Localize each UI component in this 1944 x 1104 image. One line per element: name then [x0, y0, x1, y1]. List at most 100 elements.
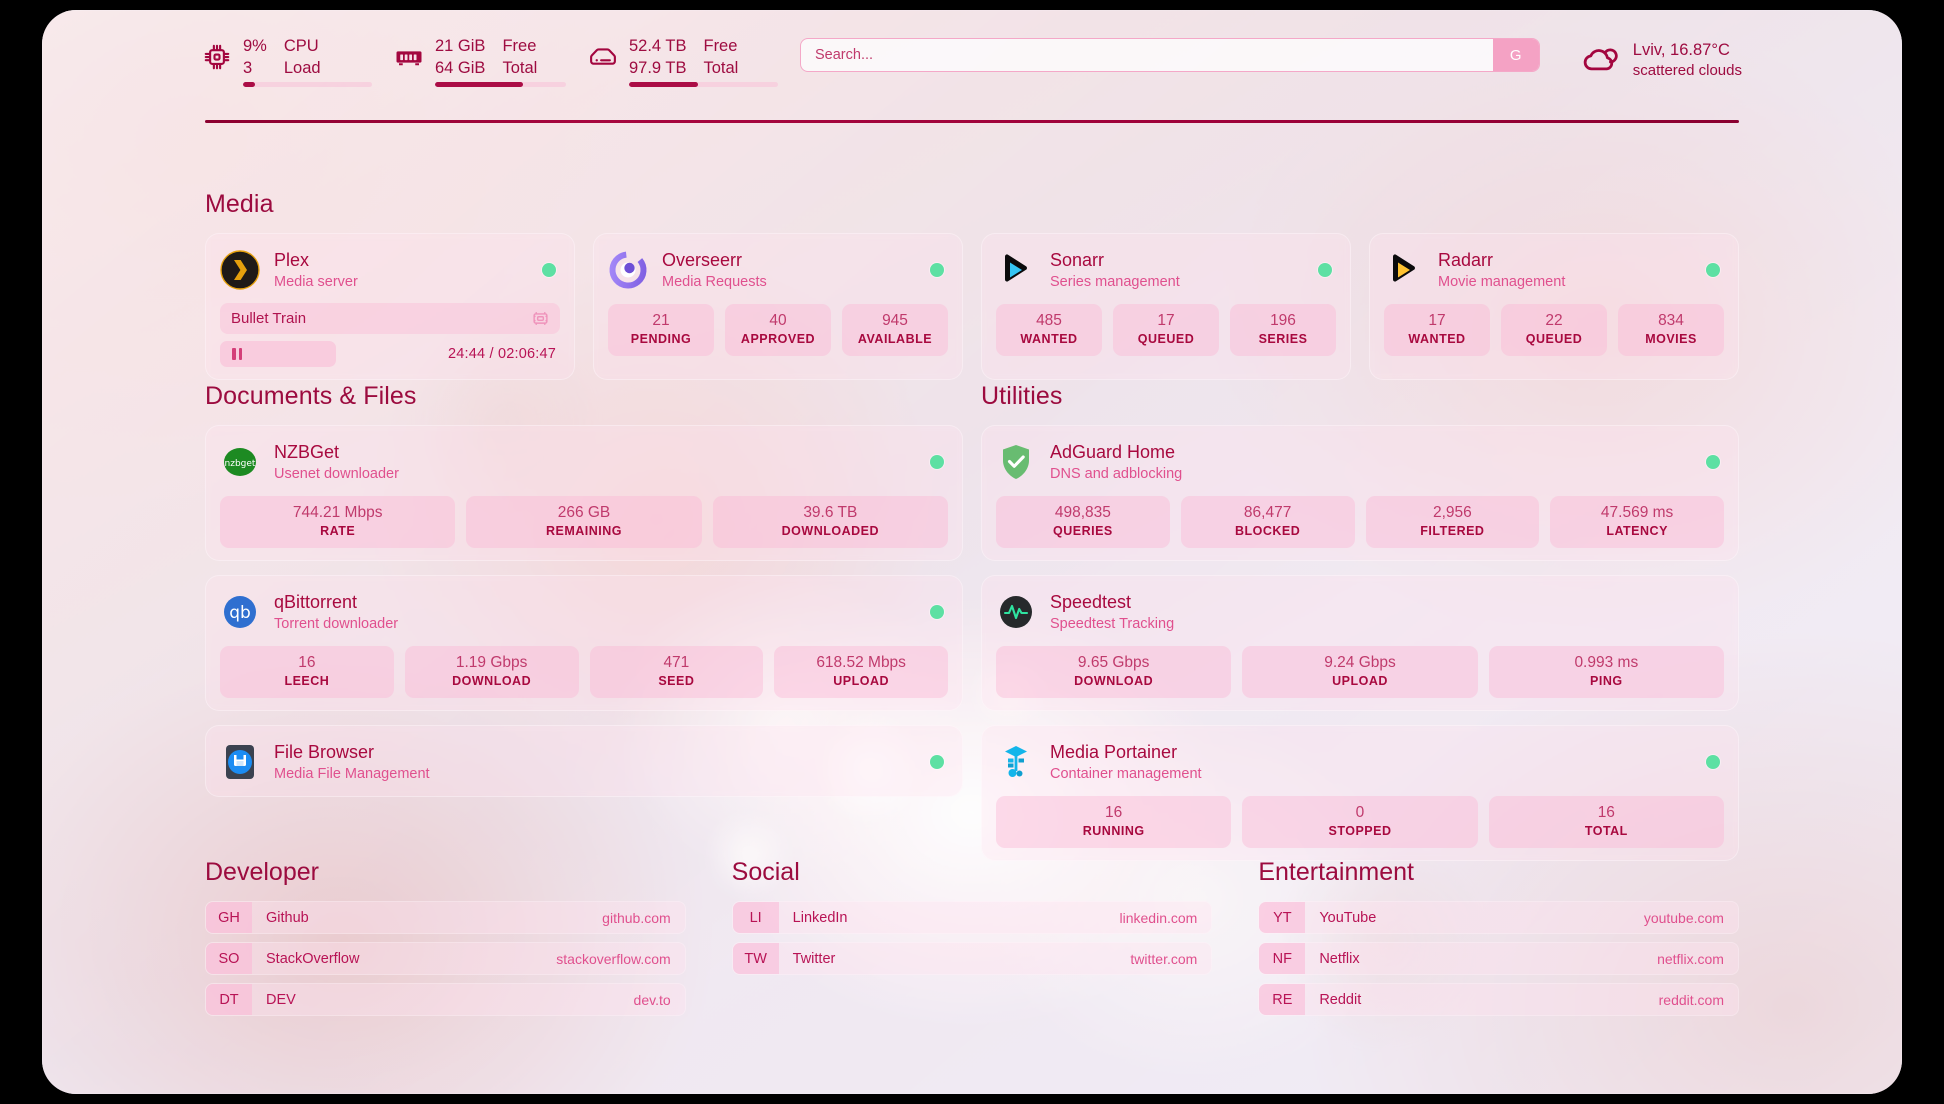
stat-tile: 744.21 Mbps RATE	[220, 496, 456, 548]
bookmark-item-netflix[interactable]: NF Netflix netflix.com	[1258, 942, 1739, 975]
stat-value: 9.65 Gbps	[1077, 654, 1150, 671]
status-indicator-online	[930, 755, 944, 769]
section-utilities: Utilities AdGuard Home	[981, 382, 1739, 861]
service-name: File Browser	[274, 741, 375, 762]
status-indicator-online	[930, 263, 944, 277]
stat-value: 834	[1658, 312, 1684, 329]
stat-tile: 196 SERIES	[1230, 304, 1336, 356]
section-title-utilities: Utilities	[981, 382, 1063, 410]
stat-tile: 498,835 QUERIES	[996, 496, 1170, 548]
service-card-nzbget[interactable]: nzbget NZBGet Usenet downloader 74	[205, 425, 963, 561]
service-name: Plex	[274, 249, 310, 270]
service-card-media-portainer[interactable]: Media Portainer Container management 16 …	[981, 725, 1739, 861]
bookmarks-region: Developer GH Github github.com SO StackO…	[205, 858, 1739, 1016]
section-media: Media Plex Media server	[205, 190, 1739, 380]
disk-icon	[588, 42, 618, 72]
search-input[interactable]	[801, 39, 1493, 71]
bookmark-name: Twitter	[792, 950, 836, 967]
stat-label: PING	[1590, 674, 1623, 688]
cpu-label-2: Load	[283, 59, 321, 77]
stat-label: SEED	[658, 674, 695, 688]
status-indicator-online	[1706, 755, 1720, 769]
service-name: AdGuard Home	[1050, 441, 1176, 462]
bookmark-abbr: LI	[732, 902, 779, 933]
stat-value: 0.993 ms	[1574, 654, 1639, 671]
bookmark-name: Reddit	[1319, 991, 1362, 1008]
bookmark-item-linkedin[interactable]: LI LinkedIn linkedin.com	[731, 901, 1213, 934]
stat-tile: 0.993 ms PING	[1488, 646, 1724, 698]
bookmark-url: stackoverflow.com	[556, 950, 671, 967]
stat-value: 17	[1157, 312, 1175, 329]
cpu-value-1: 9%	[243, 37, 267, 55]
stat-value: 266 GB	[557, 504, 611, 521]
stat-tile: 2,956 FILTERED	[1365, 496, 1540, 548]
bookmark-group-title: Developer	[205, 858, 319, 886]
cpu-icon	[202, 42, 232, 72]
stat-label: WANTED	[1408, 332, 1466, 346]
stat-value: 744.21 Mbps	[292, 504, 383, 521]
service-card-sonarr[interactable]: Sonarr Series management 485 WANTED 17 Q…	[981, 233, 1351, 380]
service-card-adguard-home[interactable]: AdGuard Home DNS and adblocking 498,835 …	[981, 425, 1739, 561]
bookmark-item-dev[interactable]: DT DEV dev.to	[205, 983, 686, 1016]
search-box[interactable]: G	[800, 38, 1540, 72]
bookmark-item-github[interactable]: GH Github github.com	[205, 901, 686, 934]
weather-widget: Lviv, 16.87°C scattered clouds	[1578, 36, 1742, 81]
bookmark-name: StackOverflow	[266, 950, 360, 967]
service-name: Sonarr	[1050, 249, 1105, 270]
stat-value: 485	[1036, 312, 1062, 329]
service-name: Radarr	[1438, 249, 1494, 270]
disk-value-2: 97.9 TB	[629, 59, 687, 77]
service-name: NZBGet	[274, 441, 340, 462]
disk-label-2: Total	[703, 59, 739, 77]
bookmark-abbr: RE	[1259, 984, 1306, 1015]
stat-tile: 0 STOPPED	[1242, 796, 1478, 848]
service-card-speedtest[interactable]: Speedtest Speedtest Tracking 9.65 Gbps D…	[981, 575, 1739, 711]
playback-controls: 24:44 / 02:06:47	[220, 341, 560, 367]
memory-icon	[394, 42, 424, 72]
now-playing-title: Bullet Train	[231, 310, 307, 327]
stat-tile: 1.19 Gbps DOWNLOAD	[404, 646, 579, 698]
bookmark-name: DEV	[266, 991, 296, 1008]
radarr-icon	[1384, 250, 1424, 290]
stat-value: 1.19 Gbps	[455, 654, 528, 671]
stat-label: RATE	[320, 524, 356, 538]
weather-description: scattered clouds	[1632, 62, 1742, 79]
bookmark-group-title: Entertainment	[1258, 858, 1414, 886]
stat-value: 2,956	[1432, 504, 1472, 521]
status-indicator-online	[542, 263, 556, 277]
bookmark-url: github.com	[602, 909, 671, 926]
bookmark-item-twitter[interactable]: TW Twitter twitter.com	[731, 942, 1213, 975]
search-submit-button[interactable]: G	[1492, 39, 1539, 71]
stat-label: MOVIES	[1645, 332, 1697, 346]
bookmark-group-entertainment: Entertainment YT YouTube youtube.com NF …	[1258, 858, 1739, 1016]
stat-label: DOWNLOAD	[452, 674, 532, 688]
stat-tile: 16 RUNNING	[996, 796, 1232, 848]
memory-label-2: Total	[502, 59, 538, 77]
section-documents: Documents & Files nzbget NZBGet	[205, 382, 963, 861]
pause-icon	[232, 348, 242, 360]
stat-value: 47.569 ms	[1600, 504, 1674, 521]
stat-tile: 9.65 Gbps DOWNLOAD	[996, 646, 1232, 698]
service-name: Overseerr	[662, 249, 743, 270]
stat-value: 16	[298, 654, 316, 671]
stat-label: APPROVED	[740, 332, 816, 346]
pause-button[interactable]	[220, 341, 336, 367]
stat-tile: 40 APPROVED	[725, 304, 831, 356]
stat-value: 9.24 Gbps	[1324, 654, 1396, 671]
service-subtitle: Speedtest Tracking	[1050, 615, 1175, 632]
service-card-radarr[interactable]: Radarr Movie management 17 WANTED 22 QUE…	[1369, 233, 1739, 380]
svg-text:nzbget: nzbget	[225, 459, 256, 469]
bookmark-item-stackoverflow[interactable]: SO StackOverflow stackoverflow.com	[205, 942, 686, 975]
service-card-file-browser[interactable]: File Browser Media File Management	[205, 725, 963, 797]
stat-value: 945	[882, 312, 908, 329]
stat-tile: 834 MOVIES	[1618, 304, 1724, 356]
bookmark-item-reddit[interactable]: RE Reddit reddit.com	[1258, 983, 1739, 1016]
service-card-plex[interactable]: Plex Media server Bullet Train	[205, 233, 575, 380]
bookmark-item-youtube[interactable]: YT YouTube youtube.com	[1258, 901, 1739, 934]
nzbget-icon: nzbget	[220, 442, 260, 482]
service-subtitle: Usenet downloader	[274, 465, 399, 482]
disk-value-1: 52.4 TB	[629, 37, 687, 55]
stat-tile: 9.24 Gbps UPLOAD	[1242, 646, 1478, 698]
service-card-overseerr[interactable]: Overseerr Media Requests 21 PENDING 40 A…	[593, 233, 963, 380]
service-card-qbittorrent[interactable]: qb qBittorrent Torrent downloader	[205, 575, 963, 711]
